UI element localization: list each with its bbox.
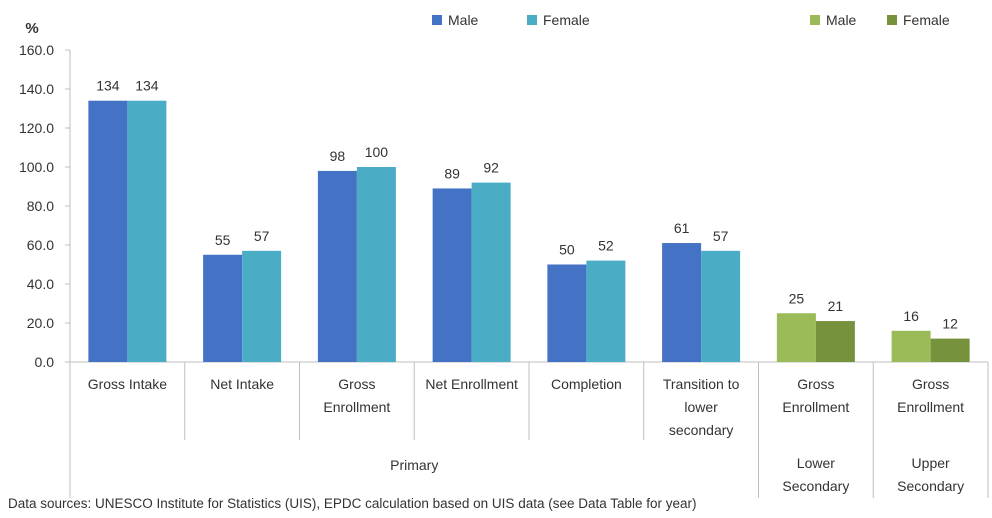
- data-label: 55: [215, 232, 231, 248]
- x-tick-label: Enrollment: [323, 399, 390, 415]
- group-label: Lower: [797, 455, 835, 471]
- y-tick-label: 60.0: [27, 237, 54, 253]
- bar-female: [815, 321, 855, 362]
- legend-label: Female: [903, 12, 950, 28]
- x-tick-label: Completion: [551, 376, 622, 392]
- bar-male: [203, 254, 243, 362]
- bar-male: [891, 330, 931, 362]
- y-tick-label: 0.0: [35, 354, 55, 370]
- legend-swatch: [810, 15, 820, 25]
- x-tick-label: Gross Intake: [88, 376, 168, 392]
- x-tick-label: Net Enrollment: [425, 376, 518, 392]
- y-tick-label: 160.0: [19, 42, 54, 58]
- bar-female: [242, 250, 282, 362]
- source-note: Data sources: UNESCO Institute for Stati…: [8, 496, 697, 511]
- x-tick-label: Gross: [912, 376, 949, 392]
- x-tick-label: Gross: [797, 376, 834, 392]
- legend-swatch: [527, 15, 537, 25]
- bar-female: [356, 167, 396, 362]
- data-label: 57: [254, 228, 270, 244]
- group-label: Secondary: [897, 478, 964, 494]
- group-label: Upper: [912, 455, 950, 471]
- bar-female: [701, 250, 741, 362]
- data-label: 134: [96, 78, 120, 94]
- data-label: 57: [713, 228, 729, 244]
- data-label: 100: [365, 144, 389, 160]
- bar-male: [432, 188, 472, 362]
- y-tick-label: 140.0: [19, 81, 54, 97]
- x-tick-label: Transition to: [663, 376, 740, 392]
- data-label: 52: [598, 238, 614, 254]
- data-label: 89: [444, 165, 460, 181]
- y-tick-label: 20.0: [27, 315, 54, 331]
- data-label: 50: [559, 242, 575, 258]
- data-label: 61: [674, 220, 690, 236]
- x-tick-label: Net Intake: [210, 376, 274, 392]
- bar-female: [127, 100, 167, 362]
- y-unit-label: %: [25, 20, 38, 37]
- data-label: 98: [330, 148, 346, 164]
- bar-female: [586, 260, 626, 362]
- data-label: 92: [483, 160, 499, 176]
- legend-label: Male: [448, 12, 479, 28]
- bar-male: [776, 313, 816, 362]
- x-tick-label: Enrollment: [897, 399, 964, 415]
- data-label: 134: [135, 78, 159, 94]
- y-tick-label: 40.0: [27, 276, 54, 292]
- bar-male: [547, 264, 587, 362]
- legend-label: Female: [543, 12, 590, 28]
- y-tick-label: 120.0: [19, 120, 54, 136]
- x-tick-label: secondary: [669, 422, 734, 438]
- data-label: 12: [942, 316, 958, 332]
- bar-female: [471, 182, 511, 362]
- legend-label: Male: [826, 12, 857, 28]
- x-tick-label: lower: [684, 399, 718, 415]
- bar-male: [662, 243, 702, 362]
- x-tick-label: Enrollment: [782, 399, 849, 415]
- y-tick-label: 80.0: [27, 198, 54, 214]
- x-tick-label: Gross: [338, 376, 375, 392]
- legend-swatch: [887, 15, 897, 25]
- data-label: 21: [828, 298, 844, 314]
- legend-swatch: [432, 15, 442, 25]
- y-tick-label: 100.0: [19, 159, 54, 175]
- data-label: 25: [789, 290, 805, 306]
- group-label: Secondary: [782, 478, 849, 494]
- group-label: Primary: [390, 457, 438, 473]
- bar-female: [930, 338, 970, 362]
- data-label: 16: [903, 308, 919, 324]
- bar-male: [317, 170, 357, 362]
- bar-male: [88, 100, 128, 362]
